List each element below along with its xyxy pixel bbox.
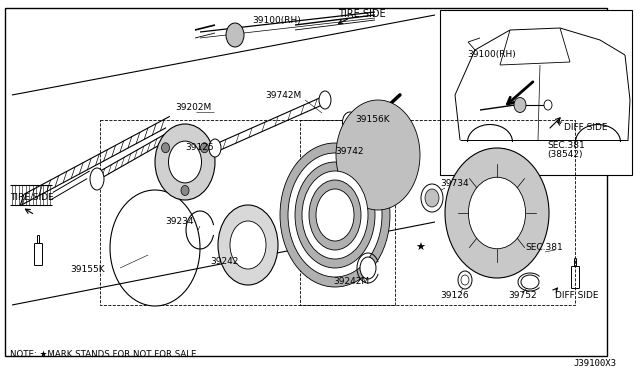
Ellipse shape xyxy=(336,100,420,210)
Ellipse shape xyxy=(200,143,209,153)
Ellipse shape xyxy=(445,148,549,278)
Ellipse shape xyxy=(319,91,331,109)
Text: SEC.381: SEC.381 xyxy=(547,141,585,150)
Ellipse shape xyxy=(295,162,375,268)
Ellipse shape xyxy=(349,116,408,193)
Text: TIRE SIDE: TIRE SIDE xyxy=(10,193,54,202)
Ellipse shape xyxy=(161,143,170,153)
Ellipse shape xyxy=(461,275,469,285)
Text: 39156K: 39156K xyxy=(355,115,390,125)
Text: 39242: 39242 xyxy=(210,257,238,266)
Ellipse shape xyxy=(458,271,472,289)
Text: 39742: 39742 xyxy=(335,148,364,157)
Text: 39126: 39126 xyxy=(440,292,468,301)
Text: 39752: 39752 xyxy=(508,292,536,301)
Bar xyxy=(440,10,632,175)
Ellipse shape xyxy=(209,139,221,157)
Ellipse shape xyxy=(346,117,354,127)
Ellipse shape xyxy=(421,184,443,212)
Ellipse shape xyxy=(280,143,390,287)
Text: 39234: 39234 xyxy=(165,218,193,227)
Ellipse shape xyxy=(110,190,200,306)
Text: 39100(RH): 39100(RH) xyxy=(467,51,516,60)
Text: 39100(RH): 39100(RH) xyxy=(252,16,301,25)
Ellipse shape xyxy=(514,97,526,112)
Ellipse shape xyxy=(360,257,376,279)
Text: SEC.381: SEC.381 xyxy=(525,244,563,253)
Text: 39734: 39734 xyxy=(440,179,468,187)
Ellipse shape xyxy=(168,141,202,183)
Text: 39742M: 39742M xyxy=(265,90,301,99)
Ellipse shape xyxy=(361,133,395,177)
Text: DIFF SIDE: DIFF SIDE xyxy=(555,291,598,299)
Ellipse shape xyxy=(342,112,358,132)
Ellipse shape xyxy=(342,108,413,202)
Ellipse shape xyxy=(316,189,354,241)
Ellipse shape xyxy=(425,189,439,207)
Ellipse shape xyxy=(309,180,361,250)
Ellipse shape xyxy=(544,100,552,110)
Ellipse shape xyxy=(90,168,104,190)
Ellipse shape xyxy=(155,124,215,200)
Ellipse shape xyxy=(521,275,539,289)
Ellipse shape xyxy=(302,171,368,259)
Ellipse shape xyxy=(355,125,401,185)
Text: J39100X3: J39100X3 xyxy=(573,359,616,369)
Ellipse shape xyxy=(218,205,278,285)
Text: 39125: 39125 xyxy=(185,144,214,153)
Text: (38542): (38542) xyxy=(547,151,582,160)
Ellipse shape xyxy=(468,177,525,249)
Text: ★: ★ xyxy=(415,243,425,253)
Ellipse shape xyxy=(181,186,189,196)
Text: NOTE: ★MARK STANDS FOR NOT FOR SALE: NOTE: ★MARK STANDS FOR NOT FOR SALE xyxy=(10,350,196,359)
Text: 39242M: 39242M xyxy=(333,278,369,286)
Text: 39202M: 39202M xyxy=(175,103,211,112)
Ellipse shape xyxy=(230,221,266,269)
Ellipse shape xyxy=(288,153,382,277)
Text: TIRE SIDE: TIRE SIDE xyxy=(338,9,386,19)
Ellipse shape xyxy=(226,23,244,47)
Text: 39155K: 39155K xyxy=(70,266,104,275)
Text: DIFF SIDE: DIFF SIDE xyxy=(564,124,607,132)
